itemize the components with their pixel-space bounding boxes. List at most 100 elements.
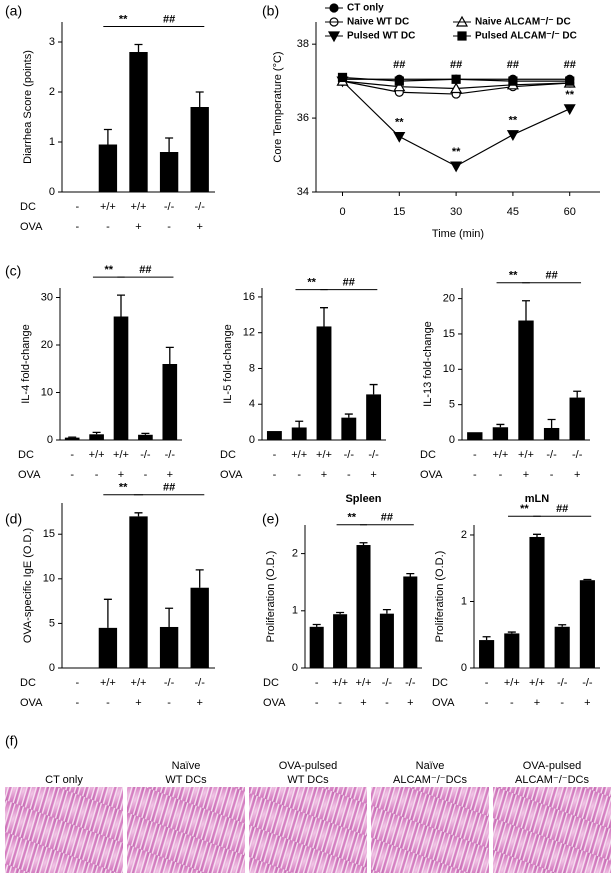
row-value: + [523,469,529,481]
row-label: DC [20,677,36,689]
row-value: +/+ [291,449,307,461]
legend-label: Naive WT DC [347,17,409,28]
significance-label: ## [163,482,175,494]
error-bar [482,636,491,641]
y-tick-label: 0 [49,186,55,198]
significance-label: ** [452,146,461,158]
bar [579,580,595,668]
row-value: -/- [582,677,593,689]
error-bar [195,91,204,107]
bar [98,144,118,192]
x-tick-label: 0 [339,206,345,218]
error-bar [103,598,112,628]
significance-label: ** [509,115,518,127]
marker [451,74,461,84]
y-tick-label: 0 [249,434,255,446]
row-value: + [534,697,540,709]
row-label: OVA [220,469,243,481]
significance-label: ## [163,13,175,25]
row-value: +/+ [356,677,372,689]
y-tick-label: 30 [41,291,53,303]
error-bar [312,623,321,627]
legend-label: Pulsed WT DC [347,31,415,42]
row-value: +/+ [131,201,147,213]
row-label: OVA [420,469,443,481]
image-label: OVA-pulsed [523,760,582,772]
y-tick-label: 20 [41,339,53,351]
y-axis-label: IL-13 fold-change [422,321,434,407]
bar [518,320,534,440]
row-value: - [75,697,79,709]
bar [291,427,307,440]
row-value: + [135,221,141,233]
y-tick-label: 10 [41,386,53,398]
significance-label: ** [565,89,574,101]
y-tick-label: 1 [292,605,298,617]
row-value: - [338,697,342,709]
error-bar [295,420,304,428]
histology-image [493,787,611,873]
y-tick-label: 1 [461,595,467,607]
bar [467,432,483,440]
bar [504,633,520,668]
y-tick-label: 1 [49,136,55,148]
error-bar [165,607,174,627]
error-bar [406,572,415,577]
bar [529,536,545,668]
row-value: - [167,221,171,233]
row-value: + [321,469,327,481]
row-value: - [167,697,171,709]
marker [394,76,404,86]
bar [159,152,179,192]
bar [64,437,80,440]
x-tick-label: 30 [450,206,462,218]
y-tick-label: 5 [49,617,55,629]
row-value: -/- [164,677,175,689]
image-label: WT DCs [287,774,329,786]
y-axis-label: OVA-specific IgE (O.D.) [22,528,34,643]
significance-label: ** [348,512,357,524]
row-value: - [315,677,319,689]
row-value: - [473,449,477,461]
significance-label: ** [105,264,114,276]
marker [508,76,518,86]
y-tick-label: 36 [297,112,309,124]
bar [159,626,179,668]
row-value: - [347,469,351,481]
row-value: +/+ [89,449,105,461]
row-label: OVA [432,697,455,709]
y-tick-label: 2 [292,548,298,560]
row-label: DC [20,201,36,213]
marker [565,76,575,86]
y-tick-label: 3 [49,36,55,48]
bar [113,316,129,440]
row-value: + [196,697,202,709]
row-value: -/- [344,449,355,461]
significance-label: ** [119,13,128,25]
histology-image [249,787,367,873]
row-value: +/+ [504,677,520,689]
error-bar [134,512,143,517]
image-label: Naïve [172,760,201,772]
bar [479,640,495,668]
error-bar [533,533,541,537]
marker [450,82,463,94]
row-value: + [584,697,590,709]
chart-title: Spleen [345,493,381,505]
bar [366,394,382,440]
y-tick-label: 8 [249,362,255,374]
error-bar [141,432,150,435]
row-value: + [370,469,376,481]
bar [341,417,357,440]
row-label: OVA [20,221,43,233]
significance-label: ## [381,512,393,524]
y-tick-label: 12 [243,327,255,339]
bar [356,545,371,668]
y-tick-label: 2 [461,529,467,541]
row-value: +/+ [131,677,147,689]
histology-image [5,787,123,873]
row-value: + [407,697,413,709]
y-tick-label: 4 [249,398,255,410]
y-axis-label: Core Temperature (°C) [272,51,284,162]
row-value: - [297,469,301,481]
